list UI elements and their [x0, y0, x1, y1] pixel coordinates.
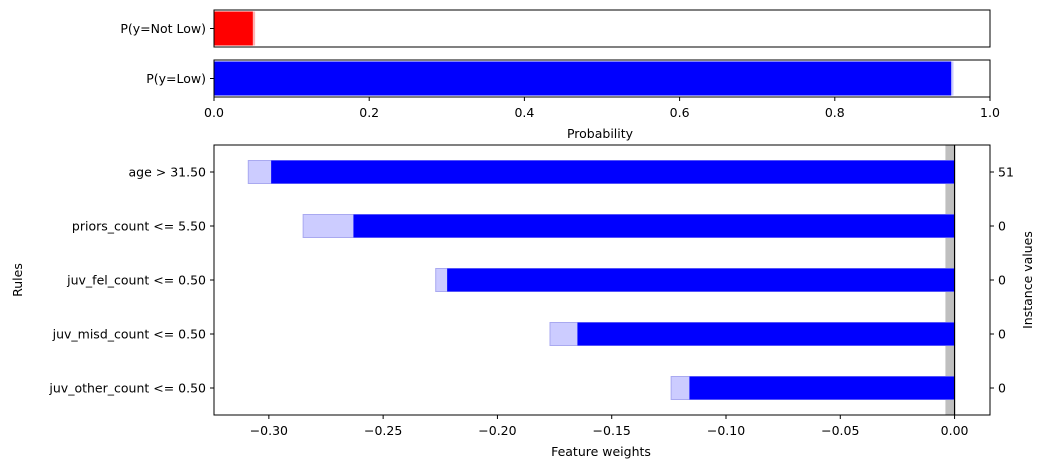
feature-weights-x-tick-label-4: −0.10 [707, 423, 745, 438]
rule-label-3: juv_misd_count <= 0.50 [52, 327, 206, 342]
rule-label-0: age > 31.50 [129, 165, 207, 180]
probability-x-axis-label: Probability [567, 126, 634, 141]
feature-weight-bar-priors-count-5-50 [353, 214, 955, 238]
rules-y-axis-label: Rules [10, 263, 25, 297]
probability-x-tick-label-5: 1.0 [980, 105, 1000, 120]
feature-weights-x-ticks: −0.30 −0.25 −0.20 −0.15 −0.10 −0.05 0.00 [250, 415, 969, 438]
probability-x-ticks: 0.0 0.2 0.4 0.6 0.8 1.0 [204, 97, 1000, 120]
feature-weight-bar-age-31-50 [271, 160, 955, 184]
probability-x-tick-label-3: 0.6 [670, 105, 690, 120]
feature-weight-bars [247, 160, 956, 400]
instance-value-label-3: 0 [998, 327, 1006, 342]
probability-category-label-p-y-low: P(y=Low) [146, 71, 206, 86]
probability-x-tick-label-1: 0.2 [359, 105, 379, 120]
feature-weights-panel: age > 31.50 priors_count <= 5.50 juv_fel_c… [10, 144, 1035, 459]
instance-value-labels: 51 0 0 0 0 [990, 165, 1014, 396]
feature-weights-x-tick-label-2: −0.20 [478, 423, 516, 438]
probability-panel: P(y=Not Low)P(y=Low) 0.0 0.2 0.4 0.6 0.8 1.0 … [120, 9, 1000, 141]
instance-value-label-1: 0 [998, 219, 1006, 234]
rule-label-4: juv_other_count <= 0.50 [48, 381, 206, 396]
probability-x-tick-label-4: 0.8 [825, 105, 845, 120]
probability-category-labels: P(y=Not Low) P(y=Low) [120, 21, 214, 86]
probability-bar-p-y-low [214, 61, 952, 96]
probability-bar-p-y-not-low [214, 11, 253, 46]
probability-category-label-p-y-not-low: P(y=Not Low) [120, 21, 206, 36]
probability-bars [214, 11, 954, 96]
feature-weight-bar-juv-misd-count-0-50 [577, 322, 955, 346]
instance-values-y-axis-label: Instance values [1020, 231, 1035, 329]
feature-weights-x-axis-label: Feature weights [551, 444, 651, 459]
rule-label-2: juv_fel_count <= 0.50 [66, 273, 206, 288]
feature-weights-x-tick-label-5: −0.05 [821, 423, 859, 438]
rule-labels: age > 31.50 priors_count <= 5.50 juv_fel_c… [48, 165, 214, 396]
probability-x-tick-label-2: 0.4 [514, 105, 534, 120]
probability-x-tick-label-0: 0.0 [204, 105, 224, 120]
instance-value-label-4: 0 [998, 381, 1006, 396]
probability-row-frame-not-low [213, 9, 991, 48]
feature-weight-bar-juv-fel-count-0-50 [447, 268, 955, 292]
instance-value-label-0: 51 [998, 165, 1014, 180]
feature-weights-x-tick-label-6: 0.00 [941, 423, 969, 438]
instance-value-label-2: 0 [998, 273, 1006, 288]
rule-label-1: priors_count <= 5.50 [72, 219, 206, 234]
feature-weights-x-tick-label-3: −0.15 [593, 423, 631, 438]
feature-weights-x-tick-label-1: −0.25 [364, 423, 402, 438]
feature-weights-x-tick-label-0: −0.30 [250, 423, 288, 438]
feature-weight-bar-juv-other-count-0-50 [689, 376, 955, 400]
